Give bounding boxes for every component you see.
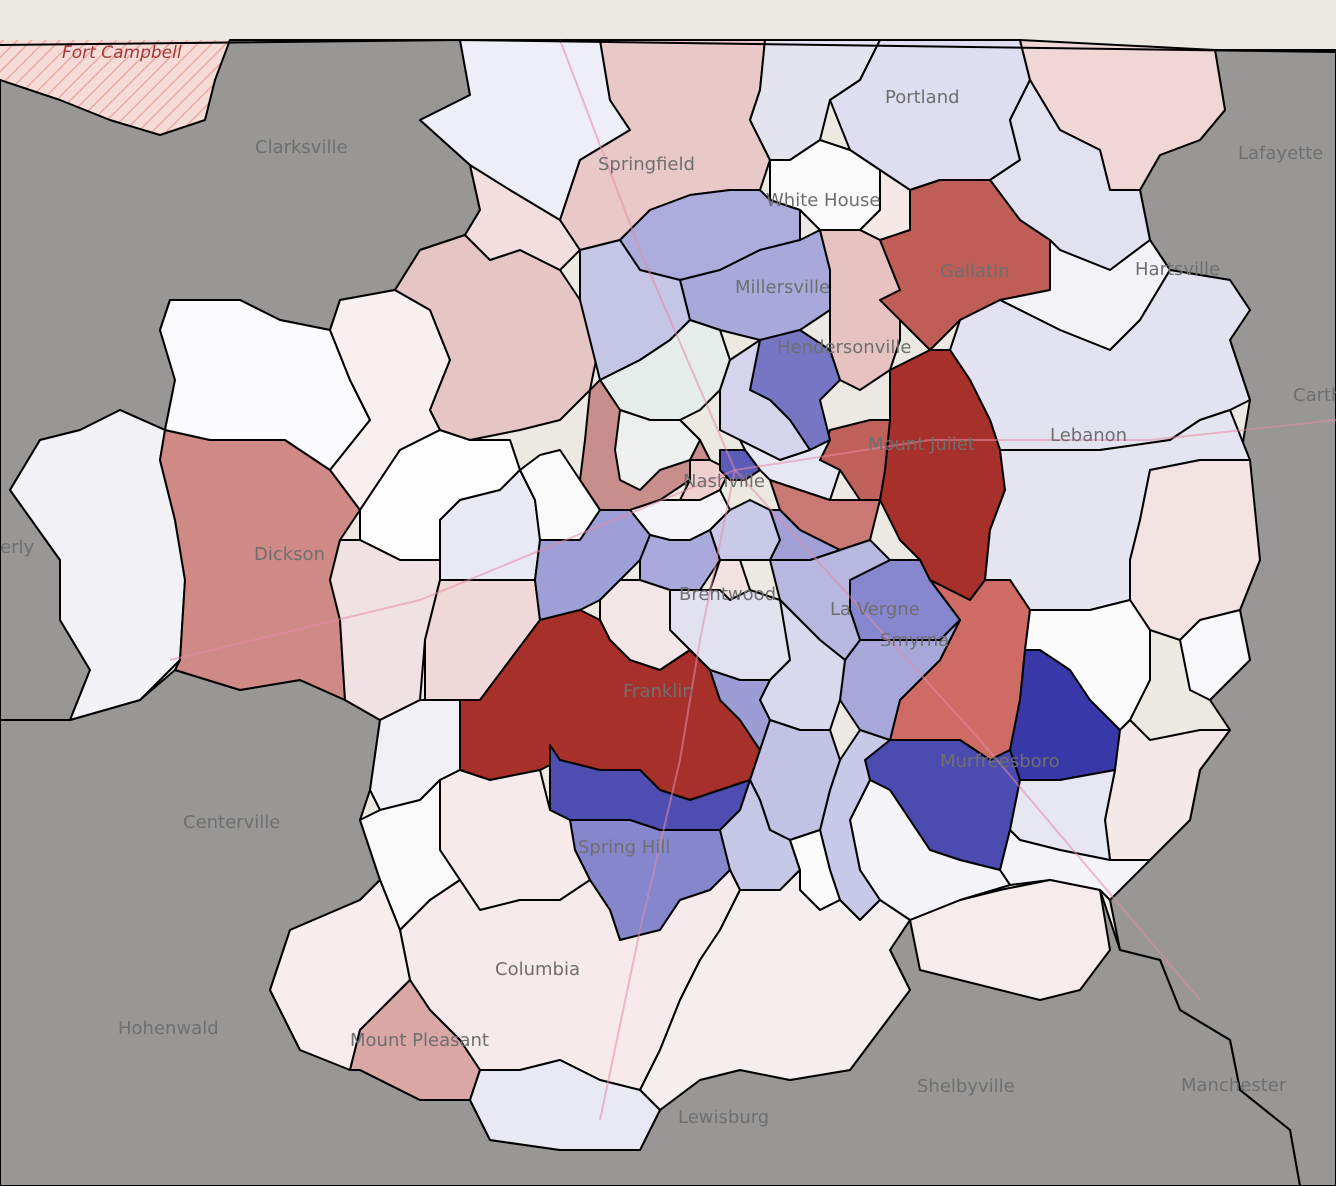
label-lafayette: Lafayette bbox=[1238, 143, 1323, 164]
tract-fairview[interactable] bbox=[329, 539, 441, 721]
tract-watertown[interactable] bbox=[1179, 609, 1251, 701]
tract-bordeaux[interactable] bbox=[614, 409, 701, 491]
label-columbia: Columbia bbox=[495, 959, 580, 980]
label-smyrna: Smyrna bbox=[880, 630, 949, 651]
label-centerville: Centerville bbox=[183, 812, 280, 833]
tract-east-nashville[interactable] bbox=[739, 439, 841, 501]
label-mount-pleasant: Mount Pleasant bbox=[350, 1030, 489, 1051]
label-murfreesboro: Murfreesboro bbox=[940, 751, 1060, 772]
tract-shelbyville-north[interactable] bbox=[909, 879, 1111, 1001]
fort-campbell-area bbox=[0, 40, 230, 135]
tract-group bbox=[9, 39, 1261, 1151]
label-carthage: Carth bbox=[1293, 385, 1336, 406]
tract-lewisburg-north[interactable] bbox=[469, 1059, 661, 1151]
tract-green-hills[interactable] bbox=[639, 529, 721, 591]
label-hartsville: Hartsville bbox=[1135, 259, 1220, 280]
tract-hendersonville-north[interactable] bbox=[819, 229, 901, 391]
tract-nolensville-rd[interactable] bbox=[769, 509, 841, 561]
label-franklin: Franklin bbox=[623, 681, 694, 702]
label-spring-hill: Spring Hill bbox=[578, 837, 670, 858]
label-clarksville: Clarksville bbox=[255, 137, 348, 158]
label-springfield: Springfield bbox=[598, 154, 695, 175]
place-labels: Fort Campbell Clarksville Portland Lafay… bbox=[0, 43, 1336, 1128]
tract-inglewood[interactable] bbox=[719, 339, 811, 461]
label-nashville: Nashville bbox=[683, 471, 765, 492]
label-dickson: Dickson bbox=[254, 544, 325, 565]
label-lewisburg: Lewisburg bbox=[678, 1107, 769, 1128]
label-millersville: Millersville bbox=[735, 277, 830, 298]
label-waverly: erly bbox=[0, 537, 34, 558]
label-mount-juliet: Mount Juliet bbox=[868, 434, 975, 455]
label-white-house: White House bbox=[766, 190, 880, 211]
label-manchester: Manchester bbox=[1181, 1075, 1287, 1096]
label-shelbyville: Shelbyville bbox=[917, 1076, 1015, 1097]
state-border bbox=[0, 38, 1336, 53]
label-brentwood: Brentwood bbox=[679, 584, 776, 605]
label-portland: Portland bbox=[885, 87, 960, 108]
label-hohenwald: Hohenwald bbox=[118, 1018, 219, 1039]
label-lebanon: Lebanon bbox=[1050, 425, 1127, 446]
road-lines bbox=[169, 39, 1336, 1121]
label-hendersonville: Hendersonville bbox=[777, 337, 911, 358]
label-la-vergne: La Vergne bbox=[830, 599, 920, 620]
label-gallatin: Gallatin bbox=[940, 261, 1009, 282]
tract-culleoka[interactable] bbox=[639, 869, 911, 1111]
label-fort-campbell: Fort Campbell bbox=[62, 43, 182, 63]
